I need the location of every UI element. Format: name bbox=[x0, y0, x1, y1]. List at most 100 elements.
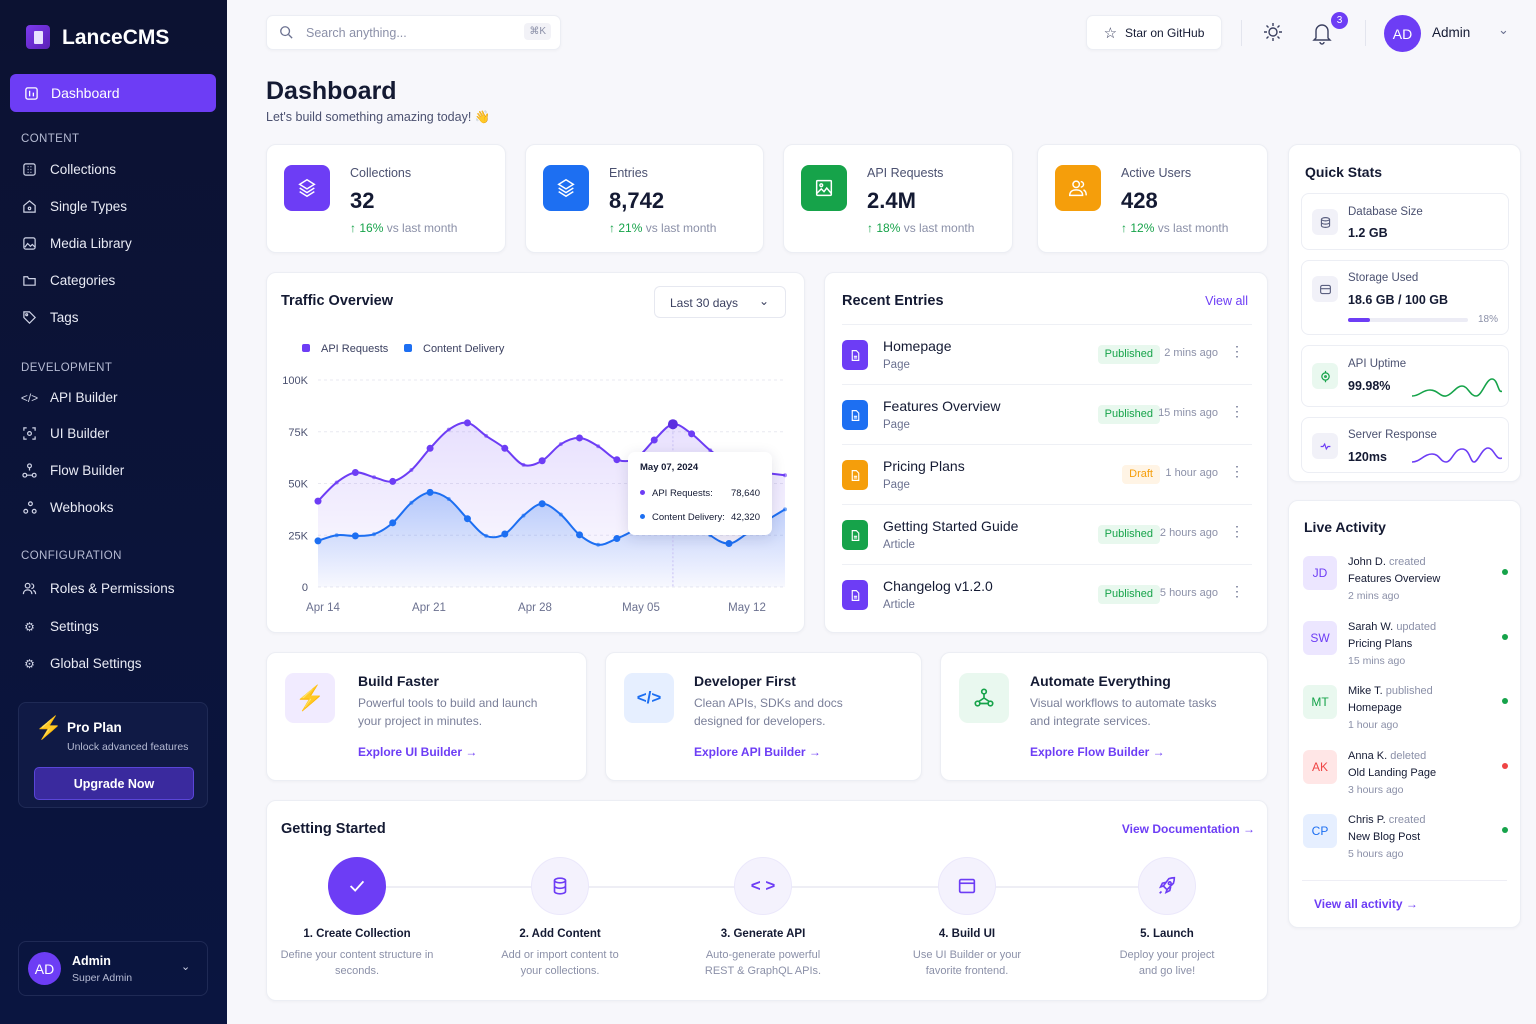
data-point[interactable] bbox=[688, 430, 696, 438]
view-all-activity-link[interactable]: View all activity → bbox=[1314, 897, 1418, 911]
sidebar-item-ui-builder[interactable]: UI Builder bbox=[22, 426, 109, 441]
data-point[interactable] bbox=[409, 468, 414, 473]
data-point[interactable] bbox=[558, 512, 563, 517]
sidebar-item-categories[interactable]: Categories bbox=[22, 273, 115, 288]
data-point[interactable] bbox=[521, 513, 526, 518]
view-documentation-link[interactable]: View Documentation → bbox=[1121, 822, 1255, 836]
data-point[interactable] bbox=[558, 442, 563, 447]
data-point[interactable] bbox=[314, 497, 322, 505]
sidebar-item-media-library[interactable]: Media Library bbox=[22, 236, 132, 251]
data-point[interactable] bbox=[650, 436, 658, 444]
data-point[interactable] bbox=[463, 515, 471, 523]
chevron-down-icon[interactable]: ⌄ bbox=[1498, 22, 1509, 37]
activity-item[interactable]: AK Anna K. deleted Old Landing Page 3 ho… bbox=[1303, 749, 1508, 810]
star-on-github-button[interactable]: ☆ Star on GitHub bbox=[1086, 15, 1222, 50]
sidebar-item-label: Categories bbox=[50, 273, 116, 288]
data-point[interactable] bbox=[576, 434, 584, 442]
upgrade-now-button[interactable]: Upgrade Now bbox=[34, 767, 194, 800]
activity-item[interactable]: MT Mike T. published Homepage 1 hour ago bbox=[1303, 685, 1508, 745]
entry-row[interactable]: Features Overview Page Published 15 mins… bbox=[842, 384, 1252, 444]
sidebar-item-flow-builder[interactable]: Flow Builder bbox=[22, 463, 124, 478]
data-point[interactable] bbox=[596, 444, 601, 449]
more-options-icon[interactable]: ⋮ bbox=[1230, 583, 1244, 599]
legend-label[interactable]: API Requests bbox=[321, 343, 389, 355]
data-point[interactable] bbox=[725, 540, 733, 548]
data-point[interactable] bbox=[334, 533, 339, 538]
data-point[interactable] bbox=[576, 531, 584, 539]
step-create-collection[interactable]: 1. Create Collection Define your content … bbox=[257, 857, 457, 979]
explore-ui-builder-link[interactable]: Explore UI Builder → bbox=[358, 745, 478, 759]
data-point[interactable] bbox=[334, 480, 339, 485]
data-point[interactable] bbox=[351, 532, 359, 540]
more-options-icon[interactable]: ⋮ bbox=[1230, 403, 1244, 419]
activity-item[interactable]: SW Sarah W. updated Pricing Plans 15 min… bbox=[1303, 620, 1508, 681]
explore-api-builder-link[interactable]: Explore API Builder → bbox=[694, 745, 821, 759]
sidebar-item-global-settings[interactable]: ⚙ Global Settings bbox=[22, 656, 141, 671]
data-point[interactable] bbox=[463, 419, 471, 427]
stat-card-api-requests[interactable]: API Requests 2.4M ↑ 18% vs last month bbox=[783, 144, 1013, 253]
data-point[interactable] bbox=[783, 473, 787, 478]
data-point[interactable] bbox=[596, 542, 601, 547]
entry-row[interactable]: Homepage Page Published 2 mins ago ⋮ bbox=[842, 324, 1252, 384]
data-point[interactable] bbox=[389, 477, 397, 485]
sidebar-item-settings[interactable]: ⚙ Settings bbox=[22, 619, 99, 634]
sidebar-user-menu[interactable]: AD Admin Super Admin ⌄ bbox=[18, 941, 208, 996]
step-generate-api[interactable]: < > 3. Generate API Auto-generate powerful… bbox=[663, 857, 863, 979]
divider bbox=[1302, 880, 1507, 881]
section-development: DEVELOPMENT bbox=[21, 362, 113, 374]
explore-flow-builder-link[interactable]: Explore Flow Builder → bbox=[1030, 745, 1165, 759]
sidebar-item-single-types[interactable]: Single Types bbox=[22, 199, 127, 214]
data-point[interactable] bbox=[501, 530, 509, 538]
entry-row[interactable]: Changelog v1.2.0 Article Published 5 hou… bbox=[842, 564, 1252, 624]
data-point[interactable] bbox=[538, 457, 546, 465]
data-point[interactable] bbox=[314, 537, 322, 545]
data-point[interactable] bbox=[446, 427, 451, 432]
more-options-icon[interactable]: ⋮ bbox=[1230, 463, 1244, 479]
stat-card-entries[interactable]: Entries 8,742 ↑ 21% vs last month bbox=[525, 144, 764, 253]
data-point[interactable] bbox=[446, 497, 451, 502]
data-point[interactable] bbox=[783, 507, 787, 512]
data-point[interactable] bbox=[426, 488, 434, 496]
data-point[interactable] bbox=[372, 532, 377, 537]
data-point[interactable] bbox=[372, 475, 377, 480]
data-point[interactable] bbox=[389, 519, 397, 527]
entry-row[interactable]: Getting Started Guide Article Published … bbox=[842, 504, 1252, 564]
data-point[interactable] bbox=[521, 462, 526, 467]
data-point[interactable] bbox=[538, 500, 546, 508]
activity-item[interactable]: JD John D. created Features Overview 2 m… bbox=[1303, 556, 1508, 616]
date-range-select[interactable]: Last 30 days ⌄ bbox=[654, 286, 786, 318]
sidebar-item-api-builder[interactable]: </> API Builder bbox=[21, 390, 118, 405]
sidebar-item-collections[interactable]: Collections bbox=[22, 162, 116, 177]
view-all-link[interactable]: View all bbox=[1205, 294, 1248, 308]
bell-icon[interactable] bbox=[1311, 21, 1333, 45]
theme-toggle-sun-icon[interactable] bbox=[1262, 21, 1284, 43]
data-point[interactable] bbox=[426, 444, 434, 452]
sidebar-item-roles[interactable]: Roles & Permissions bbox=[22, 581, 175, 596]
activity-item[interactable]: CP Chris P. created New Blog Post 5 hour… bbox=[1303, 814, 1508, 874]
x-tick-label: Apr 14 bbox=[306, 602, 340, 614]
header-avatar[interactable]: AD bbox=[1384, 15, 1421, 52]
legend-label[interactable]: Content Delivery bbox=[423, 343, 505, 355]
step-add-content[interactable]: 2. Add Content Add or import content to y… bbox=[460, 857, 660, 979]
more-options-icon[interactable]: ⋮ bbox=[1230, 523, 1244, 539]
header-user-name[interactable]: Admin bbox=[1432, 25, 1471, 40]
step-launch[interactable]: 5. Launch Deploy your project and go live… bbox=[1067, 857, 1267, 979]
data-point[interactable] bbox=[484, 533, 489, 538]
more-options-icon[interactable]: ⋮ bbox=[1230, 343, 1244, 359]
data-point[interactable] bbox=[501, 444, 509, 452]
entry-row[interactable]: Pricing Plans Page Draft 1 hour ago ⋮ bbox=[842, 444, 1252, 504]
stat-card-collections[interactable]: Collections 32 ↑ 16% vs last month bbox=[266, 144, 506, 253]
hover-point[interactable] bbox=[667, 419, 678, 430]
data-point[interactable] bbox=[351, 469, 359, 477]
search-input[interactable]: Search anything... ⌘K bbox=[266, 15, 561, 50]
data-point[interactable] bbox=[613, 456, 621, 464]
data-point[interactable] bbox=[409, 500, 414, 505]
sidebar-item-dashboard[interactable]: Dashboard bbox=[10, 74, 216, 112]
data-point[interactable] bbox=[613, 535, 621, 543]
step-build-ui[interactable]: 4. Build UI Use UI Builder or your favori… bbox=[867, 857, 1067, 979]
stat-card-active-users[interactable]: Active Users 428 ↑ 12% vs last month bbox=[1037, 144, 1268, 253]
sidebar-item-webhooks[interactable]: Webhooks bbox=[22, 500, 114, 515]
sidebar-item-tags[interactable]: Tags bbox=[22, 310, 79, 325]
data-point[interactable] bbox=[484, 433, 489, 438]
data-point[interactable] bbox=[708, 448, 713, 453]
